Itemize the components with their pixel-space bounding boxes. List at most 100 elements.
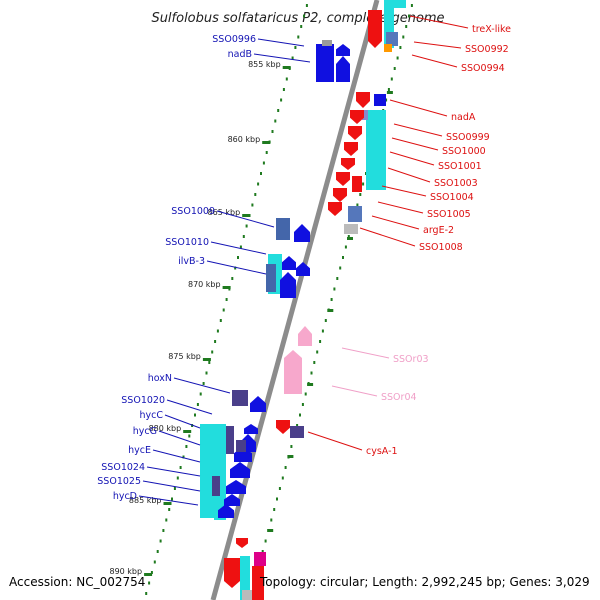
gene-label[interactable]: SSO1004: [430, 192, 474, 203]
track-dot: [359, 193, 362, 196]
gene-label[interactable]: argE-2: [423, 225, 454, 236]
track-dot: [222, 308, 225, 312]
gene-label[interactable]: hoxN: [148, 373, 172, 384]
label-leader: [371, 215, 420, 230]
label-leaders: [138, 15, 469, 506]
genome-backbone: [210, 0, 380, 600]
track-dot: [257, 182, 260, 186]
label-leader: [389, 99, 448, 117]
track-dot: [277, 109, 280, 112]
forward-gene: [294, 224, 310, 242]
track-dot: [319, 340, 322, 343]
track-dot: [313, 361, 316, 364]
gene-label[interactable]: hycE: [128, 445, 151, 456]
gene-label[interactable]: cysA-1: [366, 446, 398, 457]
gene-box: [322, 40, 332, 46]
label-leader: [142, 480, 201, 492]
track-dot: [231, 277, 234, 280]
gene-label[interactable]: SSOr04: [381, 392, 417, 403]
reverse-gene: [328, 202, 342, 216]
track-dot: [153, 560, 156, 564]
track-dot: [239, 245, 242, 249]
track-dot: [274, 119, 277, 123]
reverse-gene: [236, 538, 248, 548]
track-dot: [273, 508, 276, 511]
tick-label: 870 kbp: [188, 280, 221, 289]
gene-label[interactable]: treX-like: [472, 24, 511, 35]
cds-track: [240, 556, 250, 600]
forward-gene: [226, 480, 246, 494]
track-dot: [159, 539, 162, 543]
tick-label: 885 kbp: [129, 496, 162, 505]
track-dot: [300, 25, 303, 28]
track-dot: [356, 203, 359, 207]
gene-label[interactable]: SSO0999: [446, 132, 490, 143]
gene-box: [242, 590, 252, 600]
track-dot: [291, 56, 294, 60]
rna-gene: [284, 350, 302, 394]
label-leader: [206, 260, 267, 275]
track-dot: [234, 266, 237, 270]
label-leader: [387, 167, 431, 183]
reverse-gene: [368, 10, 382, 48]
gene-label[interactable]: ilvB-3: [178, 256, 205, 267]
gene-label[interactable]: SSO1009: [171, 206, 215, 217]
track-dot: [237, 256, 239, 259]
gene-label[interactable]: SSO1025: [97, 476, 141, 487]
gene-label[interactable]: SSO1010: [165, 237, 209, 248]
label-leader: [138, 495, 199, 506]
track-dot: [260, 172, 262, 175]
track-dot: [284, 466, 287, 469]
gene-label[interactable]: SSO0994: [461, 63, 505, 74]
tick-mark: [327, 309, 334, 312]
reverse-gene: [252, 566, 264, 600]
tick-label: 875 kbp: [168, 352, 201, 361]
label-leader: [307, 431, 363, 451]
track-dot: [280, 98, 283, 102]
track-dot: [156, 550, 159, 553]
track-dot: [393, 67, 396, 70]
reverse-gene: [356, 92, 370, 108]
cds-track: [200, 424, 214, 518]
track-dot: [148, 581, 151, 585]
tick-mark: [287, 455, 294, 458]
label-leader: [166, 399, 213, 415]
label-leader: [341, 347, 390, 359]
forward-gene: [218, 504, 234, 518]
forward-gene: [336, 44, 350, 56]
gene-label[interactable]: SSO1003: [434, 178, 478, 189]
track-dot: [399, 46, 402, 49]
gene-label[interactable]: SSO1008: [419, 242, 463, 253]
gene-label[interactable]: hycD: [113, 491, 137, 502]
gene-label[interactable]: SSO1001: [438, 161, 482, 172]
gene-label[interactable]: SSO1020: [121, 395, 165, 406]
tick-mark: [202, 358, 211, 361]
track-dot: [342, 256, 344, 259]
track-dot: [179, 466, 182, 469]
gene-label[interactable]: hycC: [140, 410, 164, 421]
forward-gene: [282, 256, 296, 270]
gene-label[interactable]: nadA: [451, 112, 476, 123]
track-dot: [296, 424, 299, 427]
track-dot: [324, 319, 327, 322]
label-leader: [152, 449, 201, 463]
gene-label[interactable]: SSO1024: [101, 462, 145, 473]
gene-box: [386, 32, 398, 46]
reverse-gene: [350, 110, 364, 124]
gene-label[interactable]: SSO1005: [427, 209, 471, 220]
left-gene-labels: SSO0996 nadB SSO1009 SSO1010 ilvB-3 hoxN…: [97, 34, 256, 502]
gene-label[interactable]: SSO1000: [442, 146, 486, 157]
track-dot: [185, 445, 188, 448]
gene-label[interactable]: hycG: [133, 426, 157, 437]
track-dot: [270, 518, 273, 522]
gene-label[interactable]: nadB: [228, 49, 252, 60]
tick-label: 880 kbp: [149, 424, 182, 433]
label-leader: [413, 41, 462, 49]
tick-mark: [242, 214, 251, 217]
gene-label[interactable]: SSOr03: [393, 354, 429, 365]
gene-label[interactable]: SSO0992: [465, 44, 509, 55]
gene-label[interactable]: SSO0996: [212, 34, 256, 45]
track-dot: [301, 403, 304, 406]
rna-gene: [298, 326, 312, 346]
